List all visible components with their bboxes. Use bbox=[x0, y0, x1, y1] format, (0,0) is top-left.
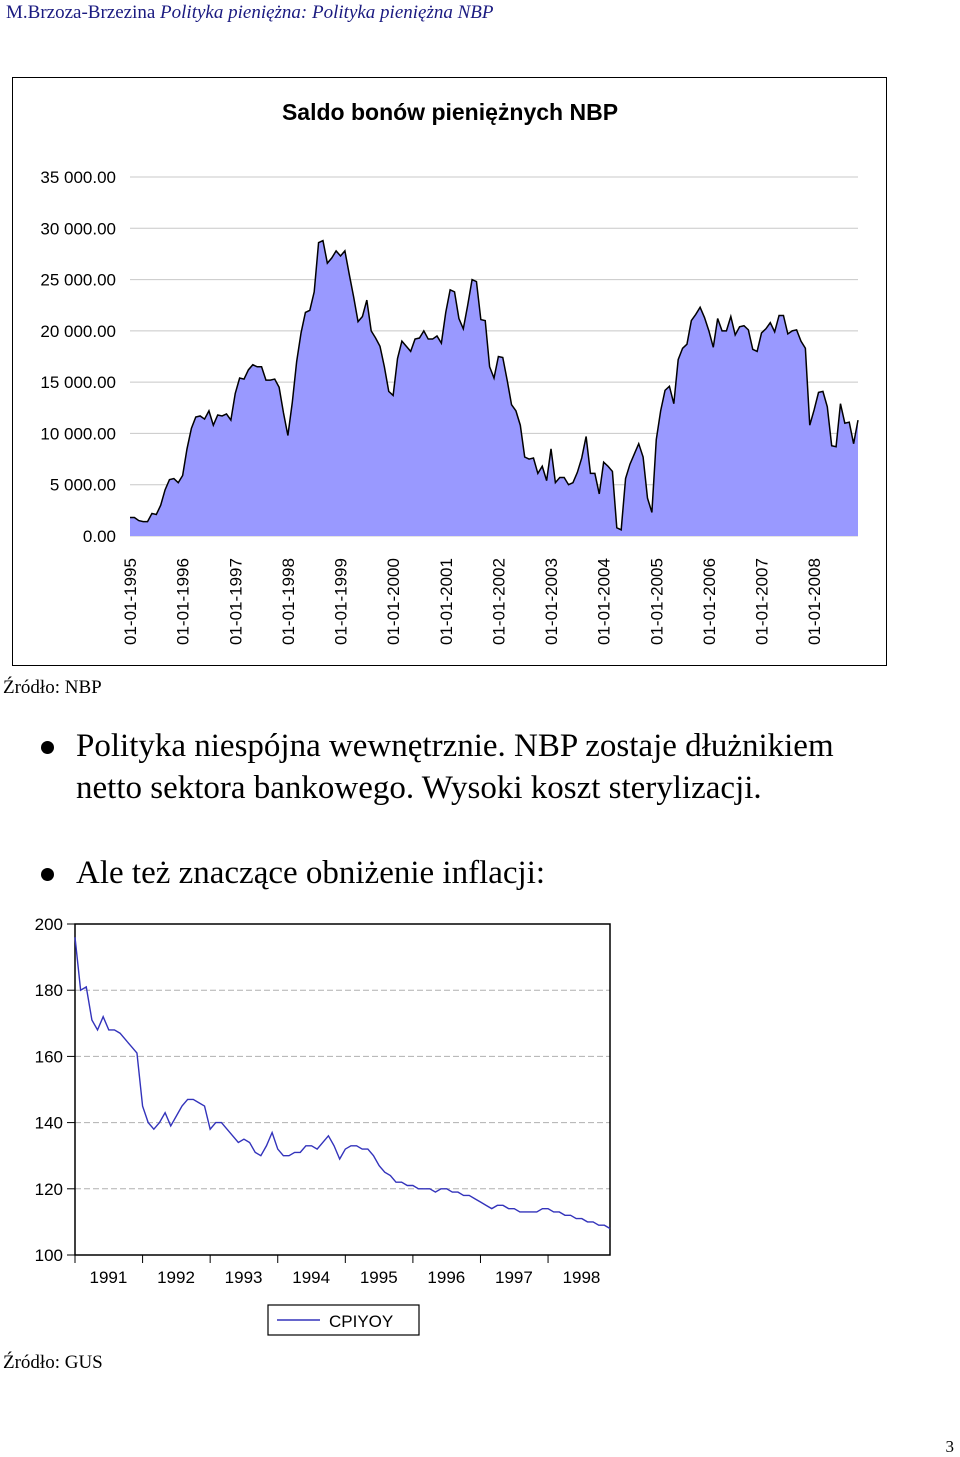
chart1-area bbox=[130, 239, 859, 536]
chart1-x-tick-label: 01-01-1998 bbox=[279, 558, 298, 645]
bullet-1-line-2: netto sektora bankowego. Wysoki koszt st… bbox=[76, 770, 762, 806]
chart1-x-ticks: 01-01-1995 01-01-1996 01-01-1997 01-01-1998… bbox=[121, 558, 824, 645]
chart1-x-tick-label: 01-01-2004 bbox=[595, 558, 614, 645]
page-header: M.Brzoza-Brzezina Polityka pieniężna: Po… bbox=[6, 2, 494, 24]
chart2-series-line bbox=[74, 937, 611, 1230]
chart1-y-tick-label: 30 000.00 bbox=[40, 219, 116, 238]
chart1-y-tick-label: 0.00 bbox=[83, 527, 116, 546]
chart1-y-tick-label: 15 000.00 bbox=[40, 373, 116, 392]
chart1-x-tick-label: 01-01-2001 bbox=[437, 558, 456, 645]
bullet-2-line-1: Ale też znaczące obniżenie inflacji: bbox=[76, 855, 546, 891]
chart2-grid bbox=[75, 989, 610, 1190]
chart2-y-ticks: 100 120 140 160 180 200 bbox=[35, 915, 75, 1265]
source-gus: Źródło: GUS bbox=[3, 1352, 103, 1373]
chart1-x-tick-label: 01-01-2007 bbox=[753, 558, 772, 645]
chart1-x-tick-label: 01-01-1997 bbox=[226, 558, 245, 645]
chart2-x-tick-label: 1995 bbox=[360, 1268, 398, 1287]
chart2-line bbox=[74, 937, 611, 1230]
chart1-x-tick-label: 01-01-1999 bbox=[332, 558, 351, 645]
bullet-dot bbox=[41, 868, 54, 881]
chart2-y-tick-label: 200 bbox=[35, 915, 63, 934]
chart1-y-tick-label: 35 000.00 bbox=[40, 168, 116, 187]
chart2-x-tick-label: 1996 bbox=[427, 1268, 465, 1287]
chart2-y-tick-label: 160 bbox=[35, 1047, 63, 1066]
chart2-x-ticks: 1991 1992 1993 1994 1995 1996 1997 1998 bbox=[74, 1255, 601, 1287]
chart1-x-tick-label: 01-01-1996 bbox=[174, 558, 193, 645]
chart2-legend: CPIYOY bbox=[267, 1304, 420, 1336]
chart2-y-tick-label: 100 bbox=[35, 1246, 63, 1265]
header-author: M.Brzoza-Brzezina bbox=[6, 2, 156, 23]
chart2-x-tick-label: 1992 bbox=[157, 1268, 195, 1287]
chart2-x-tick-label: 1998 bbox=[563, 1268, 601, 1287]
page-number: 3 bbox=[945, 1437, 955, 1456]
chart1-y-tick-label: 20 000.00 bbox=[40, 322, 116, 341]
header-title: Polityka pieniężna: Polityka pieniężna N… bbox=[160, 2, 494, 23]
bullet-dot bbox=[41, 741, 54, 754]
chart2-x-tick-label: 1997 bbox=[495, 1268, 533, 1287]
chart2-plot-frame bbox=[74, 923, 611, 1256]
chart1-y-tick-label: 25 000.00 bbox=[40, 271, 116, 290]
chart2-y-tick-label: 140 bbox=[35, 1114, 63, 1133]
chart1-x-tick-label: 01-01-1995 bbox=[121, 558, 140, 645]
chart1-x-tick-label: 01-01-2000 bbox=[384, 558, 403, 645]
chart2-x-tick-label: 1993 bbox=[225, 1268, 263, 1287]
chart2-x-tick-label: 1991 bbox=[90, 1268, 128, 1287]
chart1-x-tick-label: 01-01-2008 bbox=[805, 558, 824, 645]
chart1-area-outline bbox=[130, 239, 859, 531]
chart2-legend-label: CPIYOY bbox=[329, 1312, 393, 1331]
chart1-x-tick-label: 01-01-2006 bbox=[700, 558, 719, 645]
chart1-frame bbox=[12, 77, 887, 666]
source-nbp: Źródło: NBP bbox=[3, 677, 102, 698]
chart1-area-fill bbox=[130, 240, 858, 536]
chart1-y-tick-label: 10 000.00 bbox=[40, 424, 116, 443]
chart1-x-tick-label: 01-01-2005 bbox=[647, 558, 666, 645]
chart1-title: Saldo bonów pieniężnych NBP bbox=[281, 99, 619, 125]
chart2-y-tick-label: 180 bbox=[35, 981, 63, 1000]
chart1-x-tick-label: 01-01-2003 bbox=[542, 558, 561, 645]
chart2-x-tick-label: 1994 bbox=[292, 1268, 330, 1287]
chart1-x-tick-label: 01-01-2002 bbox=[489, 558, 508, 645]
bullet-1-line-1: Polityka niespójna wewnętrznie. NBP zost… bbox=[76, 728, 834, 764]
chart1-y-ticks: 0.00 5 000.00 10 000.00 15 000.00 20 000.00 2… bbox=[40, 168, 116, 546]
chart2-y-tick-label: 120 bbox=[35, 1180, 63, 1199]
chart1-y-tick-label: 5 000.00 bbox=[50, 476, 116, 495]
